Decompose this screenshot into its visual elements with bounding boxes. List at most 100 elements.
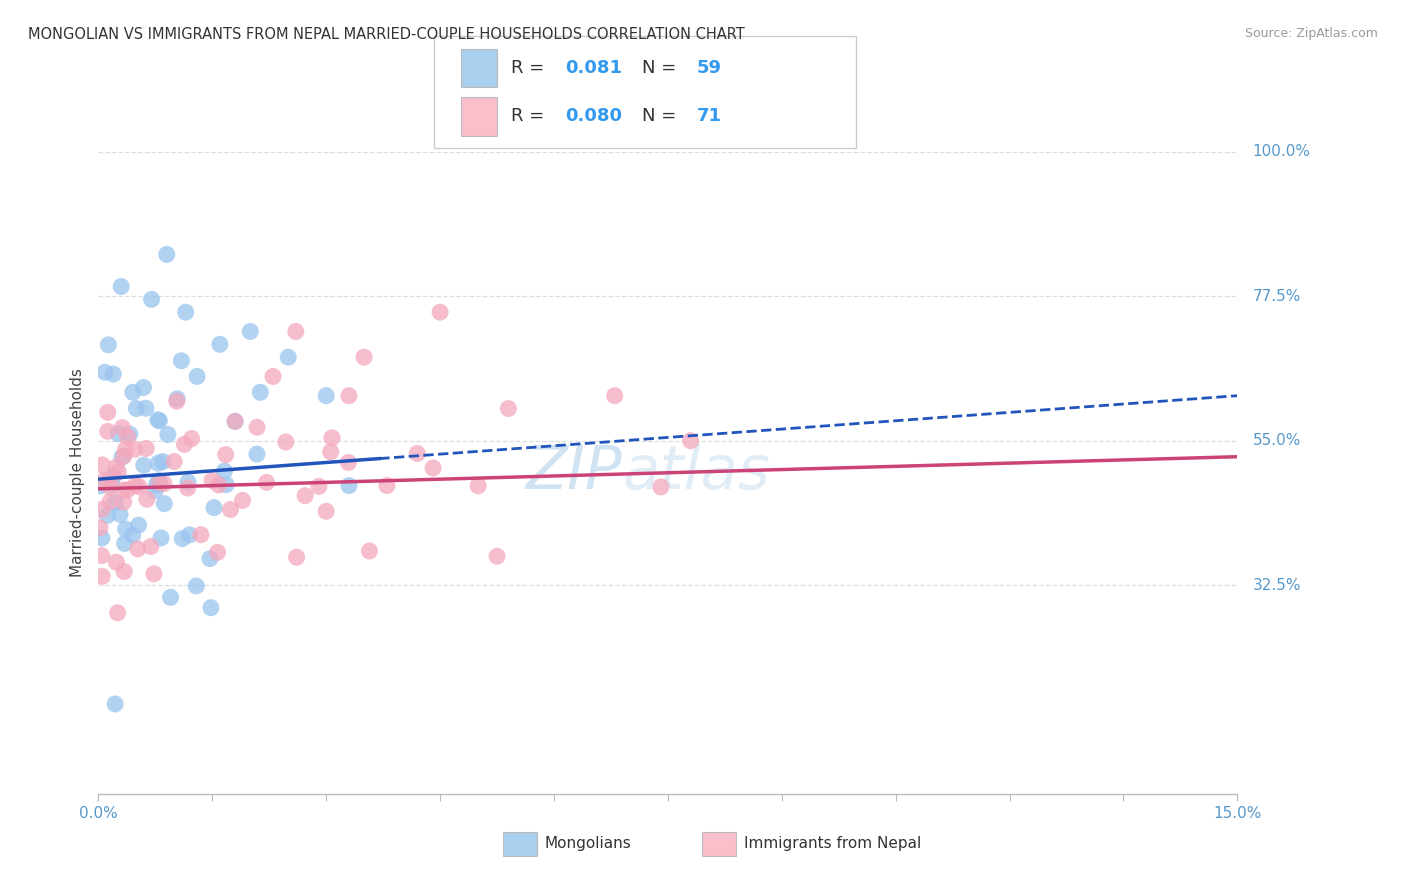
Point	[112, 565, 135, 579]
Point	[124, 442, 146, 457]
Text: 0.080: 0.080	[565, 107, 623, 125]
Point	[337, 478, 360, 492]
Point	[90, 531, 112, 545]
Point	[111, 420, 134, 434]
Point	[319, 444, 342, 458]
Text: R =: R =	[510, 107, 550, 125]
Point	[467, 479, 489, 493]
Point	[98, 494, 121, 508]
Point	[321, 431, 343, 445]
Point	[246, 420, 269, 434]
Point	[132, 380, 155, 394]
Point	[170, 353, 193, 368]
Point	[406, 446, 429, 460]
Point	[104, 496, 127, 510]
Point	[246, 447, 269, 461]
Point	[153, 476, 176, 491]
Bar	[461, 97, 498, 136]
Point	[96, 508, 118, 523]
Point	[156, 427, 179, 442]
Point	[139, 540, 162, 554]
Point	[422, 461, 444, 475]
Point	[111, 450, 134, 465]
Point	[127, 541, 149, 556]
Point	[91, 458, 114, 472]
Point	[114, 536, 136, 550]
Text: 32.5%: 32.5%	[1253, 578, 1301, 592]
Point	[177, 481, 200, 495]
Text: Immigrants from Nepal: Immigrants from Nepal	[744, 837, 921, 852]
Point	[186, 579, 208, 593]
Point	[114, 522, 136, 536]
Point	[166, 394, 188, 409]
Point	[284, 325, 307, 339]
Point	[239, 325, 262, 339]
Text: 71: 71	[696, 107, 721, 125]
Point	[603, 389, 626, 403]
Point	[112, 449, 135, 463]
Point	[98, 480, 121, 494]
Point	[337, 389, 360, 403]
Point	[214, 464, 236, 478]
Text: N =: N =	[641, 107, 682, 125]
Point	[190, 527, 212, 541]
Point	[375, 478, 398, 492]
Point	[121, 385, 143, 400]
Point	[148, 474, 170, 488]
Point	[337, 455, 360, 469]
Point	[215, 477, 238, 491]
Point	[177, 475, 200, 489]
Point	[224, 414, 246, 428]
Point	[148, 414, 170, 428]
Point	[97, 425, 120, 439]
Point	[159, 591, 181, 605]
Point	[262, 369, 284, 384]
Point	[679, 434, 702, 448]
Point	[498, 401, 520, 416]
Point	[219, 502, 242, 516]
Point	[152, 454, 174, 468]
Point	[108, 508, 131, 522]
Point	[149, 531, 172, 545]
Point	[353, 350, 375, 364]
Text: 77.5%: 77.5%	[1253, 289, 1301, 303]
Text: 55.0%: 55.0%	[1253, 434, 1301, 448]
Point	[166, 392, 188, 406]
Point	[208, 337, 231, 351]
Point	[146, 413, 169, 427]
Point	[97, 338, 120, 352]
Point	[103, 469, 125, 483]
Point	[180, 432, 202, 446]
Point	[107, 465, 129, 479]
Point	[429, 305, 451, 319]
Text: 59: 59	[696, 59, 721, 77]
Point	[359, 544, 381, 558]
Point	[224, 414, 246, 428]
FancyBboxPatch shape	[434, 36, 856, 148]
Text: 100.0%: 100.0%	[1253, 145, 1310, 159]
Text: Source: ZipAtlas.com: Source: ZipAtlas.com	[1244, 27, 1378, 40]
Point	[215, 448, 238, 462]
Point	[315, 504, 337, 518]
Point	[232, 493, 254, 508]
Point	[200, 600, 222, 615]
Point	[145, 477, 167, 491]
Point	[114, 442, 136, 457]
Point	[143, 483, 166, 498]
Point	[91, 569, 114, 583]
Point	[486, 549, 509, 564]
Point	[249, 385, 271, 400]
Point	[135, 401, 157, 416]
Text: ZIP: ZIP	[526, 443, 623, 502]
Point	[172, 532, 194, 546]
Point	[135, 492, 157, 507]
Point	[121, 528, 143, 542]
Point	[163, 454, 186, 468]
Point	[156, 247, 179, 261]
Point	[90, 549, 112, 563]
Point	[90, 502, 112, 516]
Point	[256, 475, 278, 490]
Text: 0.081: 0.081	[565, 59, 623, 77]
Point	[105, 460, 128, 475]
Text: MONGOLIAN VS IMMIGRANTS FROM NEPAL MARRIED-COUPLE HOUSEHOLDS CORRELATION CHART: MONGOLIAN VS IMMIGRANTS FROM NEPAL MARRI…	[28, 27, 745, 42]
